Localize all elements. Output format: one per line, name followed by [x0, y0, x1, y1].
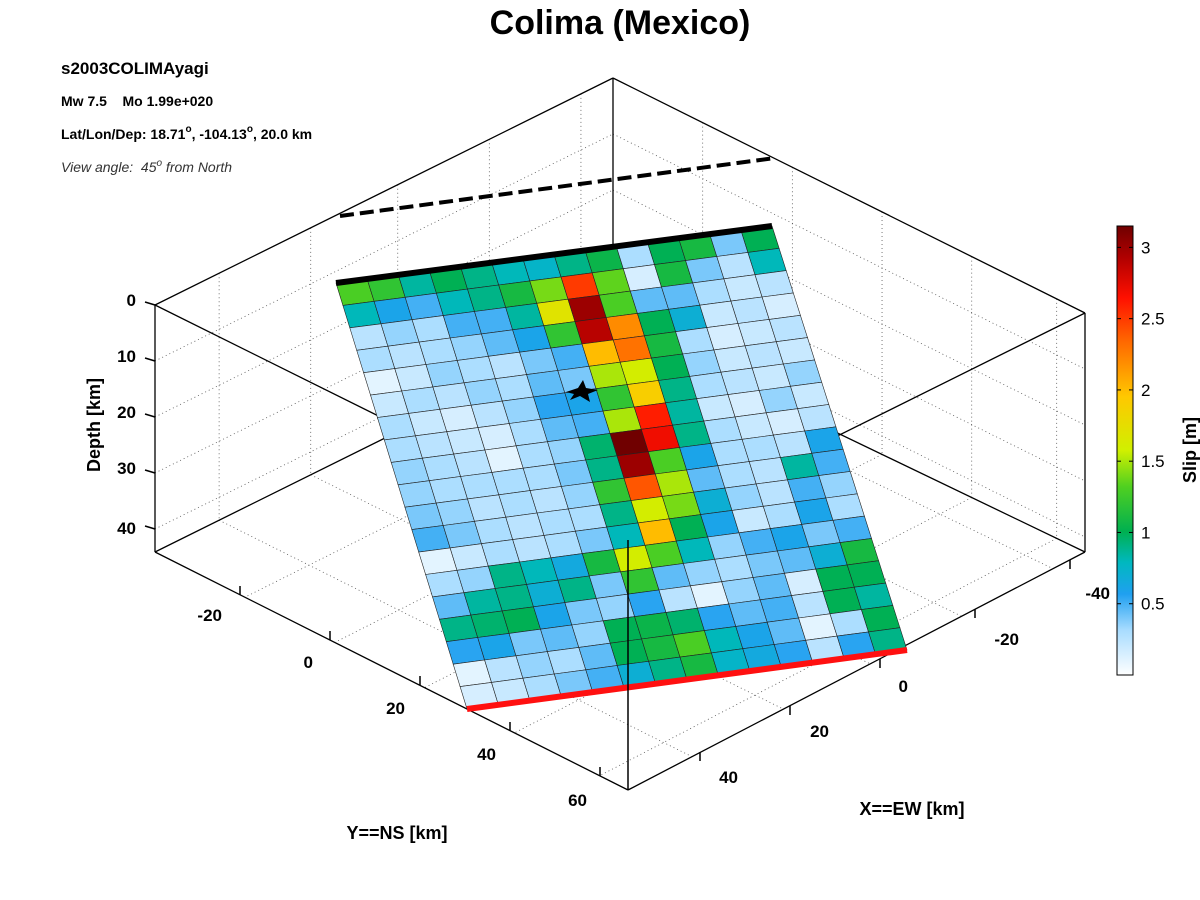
slip-cell — [783, 359, 823, 387]
depth-axis-label: Depth [km] — [84, 378, 104, 472]
ns-tick-label: 20 — [386, 699, 405, 718]
box-edge — [154, 551, 629, 791]
box-edge — [154, 77, 614, 306]
box-edge — [627, 551, 1086, 791]
view-angle-suffix: from North — [162, 159, 232, 175]
ew-tick-label: 40 — [719, 768, 738, 787]
view-degree-mark: o — [156, 158, 162, 169]
hypocenter-star — [566, 380, 598, 402]
depth-tick-label: 0 — [127, 291, 136, 310]
view-angle-text: View angle: 45o from North — [61, 158, 232, 175]
depth-axis: 0 10 20 30 40 Depth [km] — [84, 291, 156, 538]
event-name: s2003COLIMAyagi — [61, 59, 209, 78]
ns-tick-label: 60 — [568, 791, 587, 810]
slip-cell — [768, 314, 808, 343]
slip-cell — [790, 381, 830, 410]
ew-tick-label: -20 — [994, 630, 1019, 649]
slip-cell — [804, 426, 844, 454]
colorbar — [1116, 225, 1134, 676]
lat-text: Lat/Lon/Dep: 18.71 — [61, 126, 186, 142]
colorbar-tick-label: 1 — [1141, 523, 1150, 542]
magnitude-text: Mw 7.5 Mo 1.99e+020 — [61, 93, 213, 109]
slip-cell — [754, 270, 794, 298]
slip-cell — [861, 605, 901, 633]
ns-tick-label: -20 — [197, 606, 222, 625]
depth-tick-label: 20 — [117, 403, 136, 422]
surface-trace-projection — [339, 156, 776, 218]
colorbar-tick-label: 3 — [1141, 238, 1150, 257]
box-edge — [612, 77, 1086, 314]
ns-tick-label: 0 — [304, 653, 313, 672]
colorbar-label: Slip [m] — [1180, 417, 1200, 483]
slip-cell — [839, 538, 879, 566]
colorbar-tick-label: 2.5 — [1141, 310, 1165, 329]
slip-cell — [825, 493, 865, 521]
ns-tick-label: 40 — [477, 745, 496, 764]
slip-cell — [747, 247, 787, 276]
slip-cell — [818, 471, 858, 499]
depth-tick-label: 40 — [117, 519, 136, 538]
ew-tick-label: 20 — [810, 722, 829, 741]
colorbar-tick-label: 0.5 — [1141, 595, 1165, 614]
depth-text: , 20.0 km — [253, 126, 312, 142]
view-angle-prefix: View angle: 45 — [61, 159, 157, 175]
ew-axis-label: X==EW [km] — [859, 799, 964, 819]
colorbar-tick-label: 1.5 — [1141, 452, 1165, 471]
chart-title: Colima (Mexico) — [490, 4, 751, 42]
depth-tick-label: 10 — [117, 347, 136, 366]
slip-cell — [797, 404, 837, 432]
slip-cells — [335, 225, 908, 710]
ew-tick-label: -40 — [1085, 584, 1110, 603]
slip-cell — [761, 292, 801, 320]
location-text: Lat/Lon/Dep: 18.71o, -104.13o, 20.0 km — [61, 124, 312, 142]
slip-cell — [853, 582, 894, 610]
colorbar-tick-label: 2 — [1141, 381, 1150, 400]
depth-tick-label: 30 — [117, 459, 136, 478]
slip-cell — [775, 337, 815, 365]
colorbar-ticks: 0.5 1 1.5 2 2.5 3 — [1117, 238, 1165, 614]
slip-cell — [832, 515, 872, 543]
fault-bottom-edge — [466, 647, 908, 712]
fault-top-edge — [335, 223, 773, 286]
slip-cell — [846, 560, 887, 588]
lat-degree-mark: o — [185, 124, 191, 135]
ew-tick-label: 0 — [899, 677, 908, 696]
lon-degree-mark: o — [247, 124, 253, 135]
slip-cell — [811, 448, 851, 476]
ns-axis-label: Y==NS [km] — [346, 823, 447, 843]
ns-axis: -20 0 20 40 60 Y==NS [km] — [197, 586, 601, 843]
ew-axis: -40 -20 0 20 40 X==EW [km] — [699, 560, 1110, 819]
lon-text: , -104.13 — [192, 126, 247, 142]
ew-gridline — [580, 340, 1054, 570]
